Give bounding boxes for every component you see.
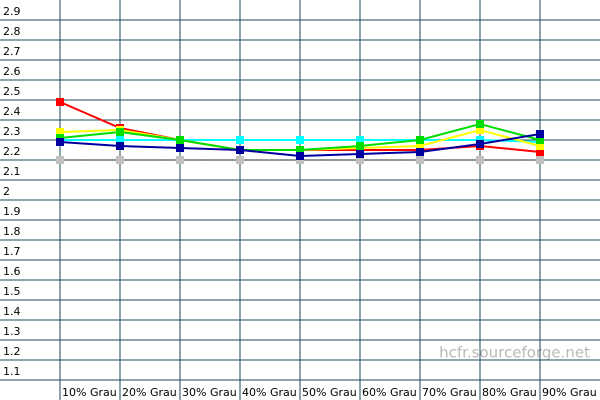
y-tick-label: 2.4 bbox=[3, 105, 21, 118]
marker bbox=[356, 142, 364, 150]
y-tick-label: 1.7 bbox=[3, 245, 21, 258]
x-tick-label: 30% Grau bbox=[182, 386, 237, 399]
y-tick-label: 2 bbox=[3, 185, 10, 198]
x-tick-label: 40% Grau bbox=[242, 386, 297, 399]
y-tick-label: 1.6 bbox=[3, 265, 21, 278]
y-tick-label: 2.5 bbox=[3, 85, 21, 98]
x-tick-label: 50% Grau bbox=[302, 386, 357, 399]
marker bbox=[536, 148, 544, 156]
marker bbox=[296, 146, 304, 154]
watermark: hcfr.sourceforge.net bbox=[439, 344, 590, 362]
marker bbox=[236, 146, 244, 154]
marker bbox=[116, 136, 124, 144]
marker bbox=[416, 142, 424, 150]
marker bbox=[536, 136, 544, 144]
x-tick-label: 60% Grau bbox=[362, 386, 417, 399]
y-tick-label: 1.4 bbox=[3, 305, 21, 318]
marker bbox=[176, 144, 184, 152]
marker bbox=[356, 156, 364, 164]
marker bbox=[236, 136, 244, 144]
marker bbox=[236, 156, 244, 164]
marker bbox=[56, 128, 64, 136]
y-tick-label: 1.5 bbox=[3, 285, 21, 298]
marker bbox=[476, 126, 484, 134]
marker bbox=[56, 138, 64, 146]
marker bbox=[416, 136, 424, 144]
y-tick-label: 1.2 bbox=[3, 345, 21, 358]
marker bbox=[56, 156, 64, 164]
marker bbox=[536, 156, 544, 164]
y-tick-label: 1.8 bbox=[3, 225, 21, 238]
x-tick-label: 20% Grau bbox=[122, 386, 177, 399]
marker bbox=[416, 148, 424, 156]
x-tick-label: 10% Grau bbox=[62, 386, 117, 399]
marker bbox=[116, 142, 124, 150]
marker bbox=[536, 142, 544, 150]
marker bbox=[476, 120, 484, 128]
x-tick-label: 80% Grau bbox=[482, 386, 537, 399]
marker bbox=[176, 136, 184, 144]
y-tick-label: 1.3 bbox=[3, 325, 21, 338]
y-tick-label: 2.9 bbox=[3, 5, 21, 18]
marker bbox=[356, 150, 364, 158]
marker bbox=[116, 156, 124, 164]
marker bbox=[296, 152, 304, 160]
y-tick-label: 1.1 bbox=[3, 365, 21, 378]
y-tick-label: 2.1 bbox=[3, 165, 21, 178]
marker bbox=[536, 130, 544, 138]
x-tick-label: 70% Grau bbox=[422, 386, 477, 399]
marker bbox=[116, 128, 124, 136]
marker bbox=[356, 136, 364, 144]
y-tick-label: 2.8 bbox=[3, 25, 21, 38]
y-tick-label: 2.3 bbox=[3, 125, 21, 138]
marker bbox=[476, 156, 484, 164]
marker bbox=[176, 156, 184, 164]
y-tick-label: 2.7 bbox=[3, 45, 21, 58]
y-tick-label: 1.9 bbox=[3, 205, 21, 218]
x-tick-label: 90% Grau bbox=[542, 386, 597, 399]
marker bbox=[296, 136, 304, 144]
marker bbox=[416, 156, 424, 164]
marker bbox=[476, 140, 484, 148]
y-tick-label: 2.6 bbox=[3, 65, 21, 78]
y-tick-label: 2.2 bbox=[3, 145, 21, 158]
marker bbox=[56, 98, 64, 106]
